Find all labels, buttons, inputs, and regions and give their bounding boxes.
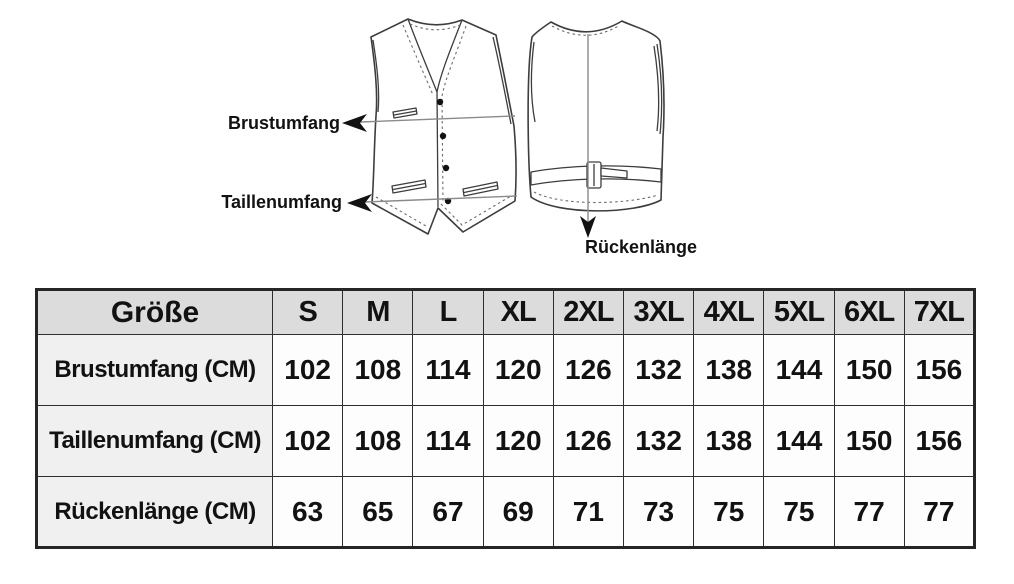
size-chart-table: Größe S M L XL 2XL 3XL 4XL 5XL 6XL 7XL B…	[35, 288, 976, 549]
value-cell: 132	[622, 334, 695, 406]
value-cell: 73	[622, 476, 695, 548]
value-cell: 132	[622, 405, 695, 477]
value-cell: 144	[763, 405, 835, 477]
value-cell: 114	[412, 334, 484, 406]
vest-back-armhole-lines	[530, 41, 663, 135]
belt-strap-end	[600, 167, 628, 179]
chest-measure-label: Brustumfang	[228, 113, 340, 133]
value-cell: 102	[272, 405, 344, 477]
table-row-chest: Brustumfang (CM) 102 108 114 120 126 132…	[35, 334, 976, 406]
row-label-cell: Taillenumfang (CM)	[35, 405, 274, 477]
size-header-cell: Größe	[35, 289, 274, 335]
value-cell: 67	[412, 476, 484, 548]
back-length-arrow-icon	[580, 216, 596, 238]
value-cell: 69	[482, 476, 554, 548]
value-cell: 114	[412, 405, 484, 477]
value-cell: 102	[272, 334, 344, 406]
left-waist-pocket	[391, 179, 427, 194]
value-cell: 63	[272, 476, 344, 548]
value-cell: 120	[482, 405, 554, 477]
chest-measure-line	[359, 115, 516, 123]
value-cell: 75	[693, 476, 765, 548]
table-row-waist: Taillenumfang (CM) 102 108 114 120 126 1…	[35, 405, 976, 477]
vest-back-outline	[527, 20, 665, 212]
vest-back-stitching	[533, 24, 659, 204]
value-cell: 108	[342, 405, 414, 477]
value-cell: 138	[693, 334, 765, 406]
vest-front-stitching	[375, 23, 512, 227]
measurement-indicators	[342, 34, 596, 238]
size-col-header: 2XL	[552, 289, 624, 335]
value-cell: 126	[552, 334, 624, 406]
size-col-header: XL	[482, 289, 554, 335]
row-label-cell: Brustumfang (CM)	[35, 334, 274, 406]
value-cell: 77	[833, 476, 905, 548]
size-col-header: 6XL	[833, 289, 905, 335]
chest-arrow-icon	[342, 114, 367, 132]
size-col-header: 7XL	[903, 289, 976, 335]
chest-pocket	[392, 107, 418, 119]
vest-back-drawing	[527, 20, 665, 212]
size-col-header: L	[412, 289, 484, 335]
row-label-cell: Rückenlänge (CM)	[35, 476, 274, 548]
waist-measure-label: Taillenumfang	[221, 192, 342, 212]
waist-measure-line	[364, 195, 518, 203]
vest-size-diagram: Brustumfang Taillenumfang Rückenlänge	[221, 18, 697, 257]
vest-front-drawing	[370, 18, 517, 235]
value-cell: 150	[833, 334, 905, 406]
value-cell: 156	[903, 405, 976, 477]
value-cell: 156	[903, 334, 976, 406]
table-row-back-length: Rückenlänge (CM) 63 65 67 69 71 73 75 75…	[35, 476, 976, 548]
right-waist-pocket	[462, 181, 499, 197]
size-col-header: S	[272, 289, 344, 335]
back-length-label: Rückenlänge	[585, 237, 697, 257]
value-cell: 126	[552, 405, 624, 477]
value-cell: 71	[552, 476, 624, 548]
vest-front-buttons	[436, 98, 452, 205]
table-header-row: Größe S M L XL 2XL 3XL 4XL 5XL 6XL 7XL	[35, 289, 976, 335]
value-cell: 138	[693, 405, 765, 477]
value-cell: 75	[763, 476, 835, 548]
value-cell: 144	[763, 334, 835, 406]
value-cell: 108	[342, 334, 414, 406]
vest-front-vneck-lines	[407, 18, 463, 208]
value-cell: 77	[903, 476, 976, 548]
waist-arrow-icon	[347, 194, 372, 212]
vest-front-outline	[370, 18, 517, 235]
size-col-header: 4XL	[693, 289, 765, 335]
value-cell: 65	[342, 476, 414, 548]
size-col-header: 3XL	[622, 289, 695, 335]
size-col-header: 5XL	[763, 289, 835, 335]
value-cell: 150	[833, 405, 905, 477]
size-col-header: M	[342, 289, 414, 335]
value-cell: 120	[482, 334, 554, 406]
